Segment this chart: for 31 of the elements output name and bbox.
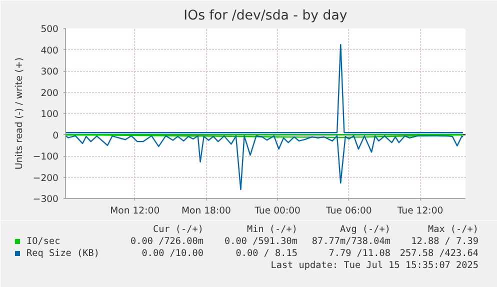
y-tick-label: −200 (32, 172, 59, 184)
y-tick-label: 0 (52, 130, 59, 142)
text: 12.88 / 7.39 (411, 236, 479, 247)
y-tick-label: −300 (32, 194, 59, 205)
chart-title: IOs for /dev/sda - by day (184, 8, 348, 24)
text: Last update: Tue Jul 15 15:35:07 2025 (270, 260, 479, 271)
x-tick-label: Tue 06:00 (325, 206, 372, 216)
text: 0.00 /726.00m (130, 236, 204, 247)
x-tick-label: Tue 00:00 (254, 206, 301, 216)
text: 87.77m/738.04m (312, 236, 391, 247)
text: 0.00 / 8.15 (236, 248, 298, 259)
x-tick-label: Mon 18:00 (181, 206, 232, 216)
y-axis-title: Units read (-) / write (+) (14, 57, 25, 170)
x-tick-label: Mon 12:00 (110, 206, 160, 216)
text: 0.00 /10.00 (142, 248, 204, 259)
text: Min (-/+) (246, 224, 298, 235)
text: Avg (-/+) (340, 224, 391, 235)
y-tick-label: 100 (40, 109, 59, 120)
text: Max (-/+) (428, 224, 479, 235)
y-tick-label: 500 (40, 24, 59, 35)
y-tick-label: 200 (40, 88, 59, 99)
y-tick-label: 400 (40, 45, 59, 56)
text: 7.79 /11.08 (328, 248, 391, 259)
text: Cur (-/+) (152, 224, 204, 235)
legend-label: Req Size (KB) (26, 248, 100, 259)
text: 257.58 /423.64 (400, 248, 479, 259)
y-tick-label: −100 (32, 152, 59, 162)
legend-label: IO/sec (26, 236, 60, 247)
x-tick-label: Tue 12:00 (396, 206, 444, 216)
y-tick-label: 300 (40, 66, 59, 78)
text: 0.00 /591.30m (224, 236, 298, 247)
